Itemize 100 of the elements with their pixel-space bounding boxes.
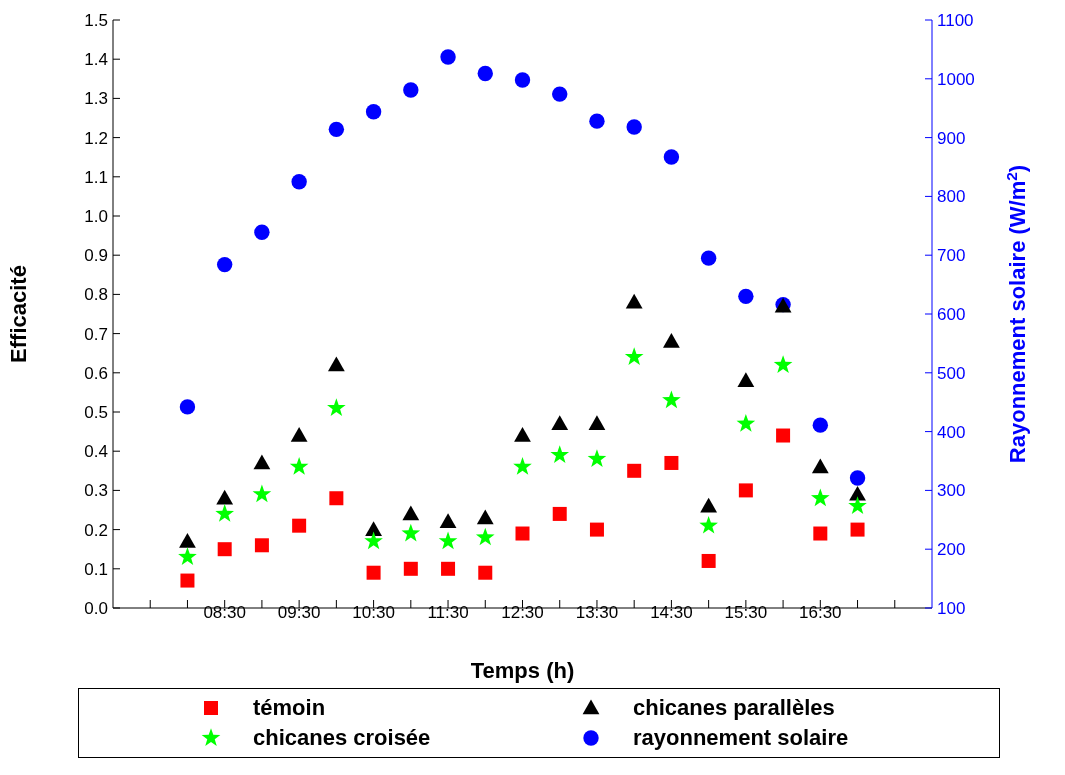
point [513,457,532,475]
x-tick-label: 11:30 [427,603,469,623]
point [589,113,605,129]
point [216,256,233,273]
point [811,488,830,507]
point [178,547,197,565]
point [254,224,270,240]
legend-label: rayonnement solaire [633,725,849,751]
point [849,470,866,486]
point [588,415,606,431]
point [291,174,307,190]
point [626,119,642,135]
point [216,489,234,505]
y-tick-label: 0.1 [84,559,108,579]
point [215,504,234,522]
x-tick-label: 16:30 [799,603,842,623]
y-tick-label: 0.5 [84,403,108,423]
x-tick-label: 14:30 [650,603,693,623]
y2-tick-label: 300 [937,481,966,501]
y-tick-label: 1.0 [84,207,108,227]
point [401,523,421,542]
y-tick-label: 1.1 [84,167,108,187]
legend-label: chicanes parallèles [633,695,835,721]
y-axis-title: Efficacité [5,265,31,363]
point [440,49,456,65]
point [292,518,307,533]
y-tick-label: 1.3 [84,89,108,109]
point [515,526,530,541]
point [813,526,828,541]
point [290,427,308,442]
point [849,485,866,501]
point [700,250,717,266]
y2-tick-label: 1000 [937,69,975,89]
point [366,565,381,580]
point [441,561,456,576]
point [180,573,195,588]
point [403,561,418,576]
point [438,531,458,550]
point [737,372,755,387]
point [252,484,272,503]
point [736,413,756,432]
y2-tick-label: 100 [937,599,966,619]
point [329,491,344,506]
point [179,399,196,415]
y2-tick-label: 700 [937,246,966,266]
point [811,458,829,474]
point [403,82,419,98]
point [773,355,793,373]
point [477,65,493,82]
y2-tick-label: 800 [937,187,966,207]
point [365,521,382,536]
point [587,449,607,467]
y2-tick-label: 600 [937,305,966,325]
point [662,390,681,409]
point [664,455,679,470]
point [476,509,494,525]
y2-tick-label: 1100 [937,11,974,31]
point [364,531,383,550]
legend-label: chicanes croisée [253,725,431,751]
point [402,505,420,521]
point [514,427,531,442]
y-tick-label: 0.8 [84,285,108,305]
x-tick-label: 13:30 [575,603,619,623]
y2-tick-label: 400 [937,422,966,442]
point [478,565,493,580]
point [179,532,196,548]
point [514,72,531,88]
point [776,428,791,443]
y-tick-label: 0.3 [84,481,108,501]
point [663,333,680,348]
x-tick-label: 09:30 [277,603,321,623]
y2-tick-label: 900 [937,128,966,148]
y-tick-label: 0.9 [84,246,108,266]
point [328,121,345,138]
point [365,104,382,120]
y-tick-label: 0.0 [84,599,108,619]
point [551,415,569,431]
point [254,538,269,553]
y-tick-label: 1.2 [84,128,108,148]
point [289,457,309,475]
point [625,293,643,309]
point [439,513,457,529]
point [738,288,754,305]
point [327,356,345,372]
point [738,483,753,498]
point [850,522,865,537]
y-tick-label: 0.4 [84,442,108,462]
point [627,463,642,478]
y-tick-label: 0.6 [84,363,108,383]
point [253,454,271,470]
point [589,522,604,537]
x-tick-label: 15:30 [724,603,768,623]
x-axis-title: Temps (h) [470,658,575,683]
y-tick-label: 0.2 [84,520,108,540]
point [217,542,232,557]
point [552,506,567,521]
point [848,496,867,515]
point [624,347,644,366]
point [663,149,680,165]
point [475,527,495,546]
